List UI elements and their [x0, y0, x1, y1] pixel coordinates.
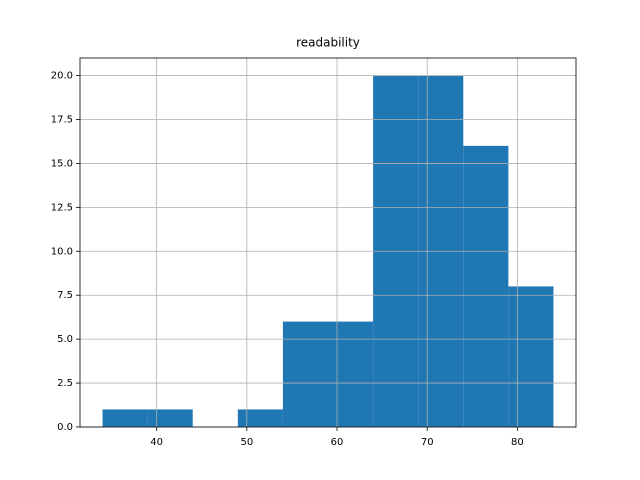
x-tick-label: 70 [421, 437, 434, 448]
y-tick-label: 5.0 [57, 334, 73, 345]
x-tick-label: 40 [150, 437, 163, 448]
bar [147, 409, 193, 427]
y-tick-label: 2.5 [57, 378, 73, 389]
y-tick-label: 12.5 [51, 202, 73, 213]
bar [102, 409, 148, 427]
y-tick-label: 17.5 [51, 115, 73, 126]
bar [463, 145, 509, 427]
plot-frame [79, 57, 577, 428]
x-tick-label: 80 [511, 437, 524, 448]
bar [237, 409, 283, 427]
bar [508, 286, 554, 427]
y-tick-label: 20.0 [51, 71, 73, 82]
x-tick-label: 60 [331, 437, 344, 448]
x-tick-label: 50 [240, 437, 253, 448]
y-tick-label: 10.0 [51, 246, 73, 257]
y-tick-label: 15.0 [51, 158, 73, 169]
y-tick-label: 7.5 [57, 290, 73, 301]
bar [282, 321, 328, 427]
chart-title: readability [296, 36, 360, 50]
bar [328, 321, 374, 427]
y-tick-label: 0.0 [57, 422, 73, 433]
